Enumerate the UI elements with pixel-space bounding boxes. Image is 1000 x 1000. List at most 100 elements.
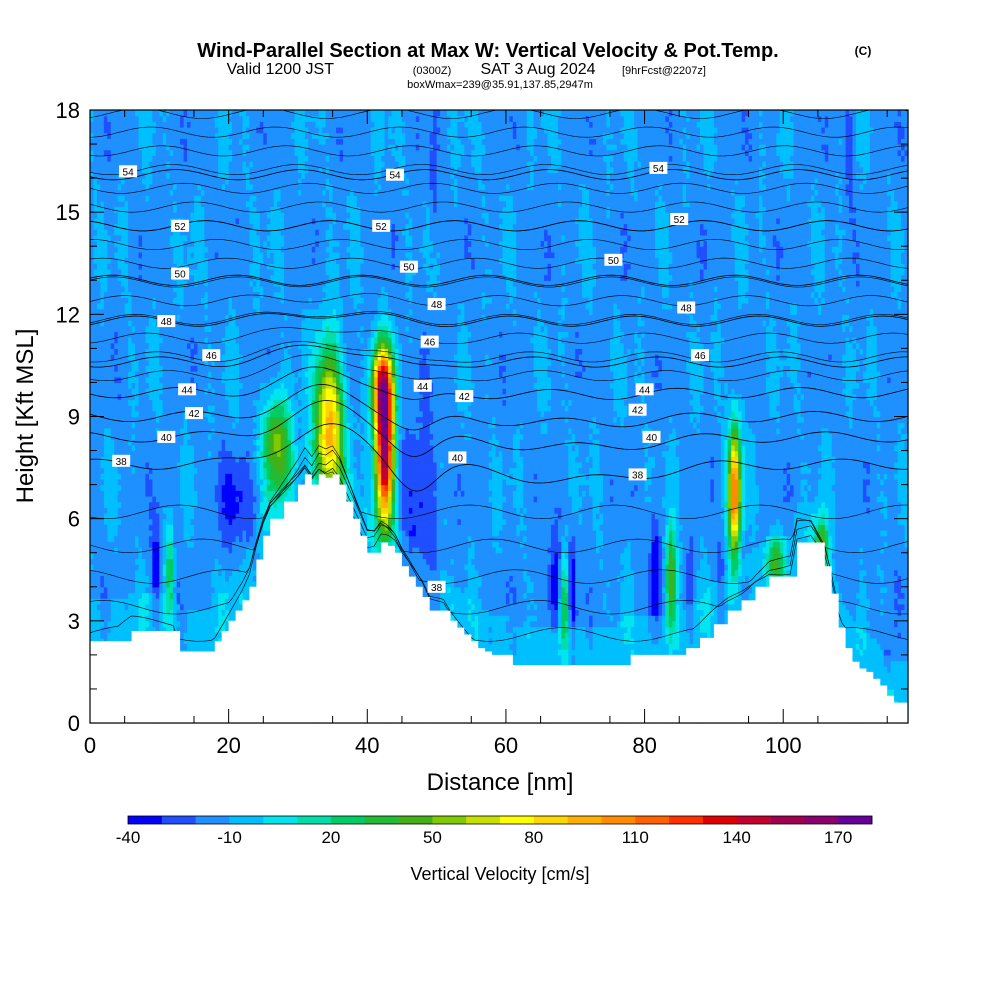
velocity-cell xyxy=(142,621,146,627)
velocity-cell xyxy=(125,399,129,405)
velocity-cell xyxy=(152,178,156,184)
velocity-cell xyxy=(239,479,243,485)
velocity-cell xyxy=(128,365,132,371)
velocity-cell xyxy=(90,212,94,218)
velocity-cell xyxy=(177,524,181,530)
velocity-cell xyxy=(139,536,143,542)
velocity-cell xyxy=(239,121,243,127)
velocity-cell xyxy=(100,502,104,508)
velocity-cell xyxy=(152,434,156,440)
velocity-cell xyxy=(246,263,250,269)
velocity-cell xyxy=(142,343,146,349)
velocity-cell xyxy=(149,252,153,258)
velocity-cell xyxy=(121,479,125,485)
velocity-cell xyxy=(104,229,108,235)
velocity-cell xyxy=(111,167,115,173)
velocity-cell xyxy=(173,502,177,508)
velocity-cell xyxy=(107,524,111,530)
velocity-cell xyxy=(93,587,97,593)
velocity-cell xyxy=(156,456,160,462)
velocity-cell xyxy=(191,536,195,542)
velocity-cell xyxy=(128,502,132,508)
velocity-cell xyxy=(97,445,101,451)
velocity-cell xyxy=(121,218,125,224)
velocity-cell xyxy=(177,581,181,587)
velocity-cell xyxy=(139,598,143,604)
velocity-cell xyxy=(125,252,129,258)
velocity-cell xyxy=(204,553,208,559)
velocity-cell xyxy=(197,558,201,564)
velocity-cell xyxy=(246,485,250,491)
velocity-cell xyxy=(225,382,229,388)
velocity-cell xyxy=(125,479,129,485)
velocity-cell xyxy=(218,575,222,581)
velocity-cell xyxy=(215,206,219,212)
velocity-cell xyxy=(197,292,201,298)
velocity-cell xyxy=(239,161,243,167)
velocity-cell xyxy=(239,519,243,525)
velocity-cell xyxy=(142,422,146,428)
velocity-cell xyxy=(114,189,118,195)
velocity-cell xyxy=(90,541,94,547)
velocity-cell xyxy=(215,229,219,235)
velocity-cell xyxy=(236,541,240,547)
velocity-cell xyxy=(184,496,188,502)
velocity-cell xyxy=(225,536,229,542)
velocity-cell xyxy=(177,133,181,139)
velocity-cell xyxy=(236,496,240,502)
velocity-cell xyxy=(152,133,156,139)
velocity-cell xyxy=(239,468,243,474)
velocity-cell xyxy=(135,451,139,457)
velocity-cell xyxy=(177,558,181,564)
velocity-cell xyxy=(197,468,201,474)
velocity-cell xyxy=(163,507,167,513)
velocity-cell xyxy=(187,553,191,559)
velocity-cell xyxy=(121,201,125,207)
velocity-cell xyxy=(90,161,94,167)
velocity-cell xyxy=(215,121,219,127)
velocity-cell xyxy=(222,133,226,139)
velocity-cell xyxy=(90,553,94,559)
velocity-cell xyxy=(159,485,163,491)
velocity-cell xyxy=(170,388,174,394)
velocity-cell xyxy=(197,309,201,315)
velocity-cell xyxy=(180,292,184,298)
velocity-cell xyxy=(243,473,247,479)
velocity-cell xyxy=(118,320,122,326)
velocity-cell xyxy=(156,462,160,468)
velocity-cell xyxy=(177,360,181,366)
velocity-cell xyxy=(229,218,233,224)
velocity-cell xyxy=(184,519,188,525)
velocity-cell xyxy=(222,229,226,235)
velocity-cell xyxy=(166,592,170,598)
velocity-cell xyxy=(201,121,205,127)
velocity-cell xyxy=(208,388,212,394)
velocity-cell xyxy=(111,229,115,235)
velocity-cell xyxy=(187,172,191,178)
velocity-cell xyxy=(93,524,97,530)
velocity-cell xyxy=(156,496,160,502)
velocity-cell xyxy=(204,558,208,564)
velocity-cell xyxy=(204,212,208,218)
velocity-cell xyxy=(159,513,163,519)
velocity-cell xyxy=(114,218,118,224)
velocity-cell xyxy=(145,581,149,587)
velocity-cell xyxy=(229,303,233,309)
velocity-cell xyxy=(104,473,108,479)
velocity-cell xyxy=(145,201,149,207)
velocity-cell xyxy=(243,337,247,343)
velocity-cell xyxy=(128,320,132,326)
velocity-cell xyxy=(194,581,198,587)
velocity-cell xyxy=(166,133,170,139)
velocity-cell xyxy=(225,394,229,400)
velocity-cell xyxy=(215,422,219,428)
velocity-cell xyxy=(93,536,97,542)
velocity-cell xyxy=(93,439,97,445)
velocity-cell xyxy=(93,133,97,139)
velocity-cell xyxy=(128,297,132,303)
velocity-cell xyxy=(156,286,160,292)
velocity-cell xyxy=(177,547,181,553)
velocity-cell xyxy=(128,382,132,388)
velocity-cell xyxy=(135,519,139,525)
velocity-cell xyxy=(118,258,122,264)
